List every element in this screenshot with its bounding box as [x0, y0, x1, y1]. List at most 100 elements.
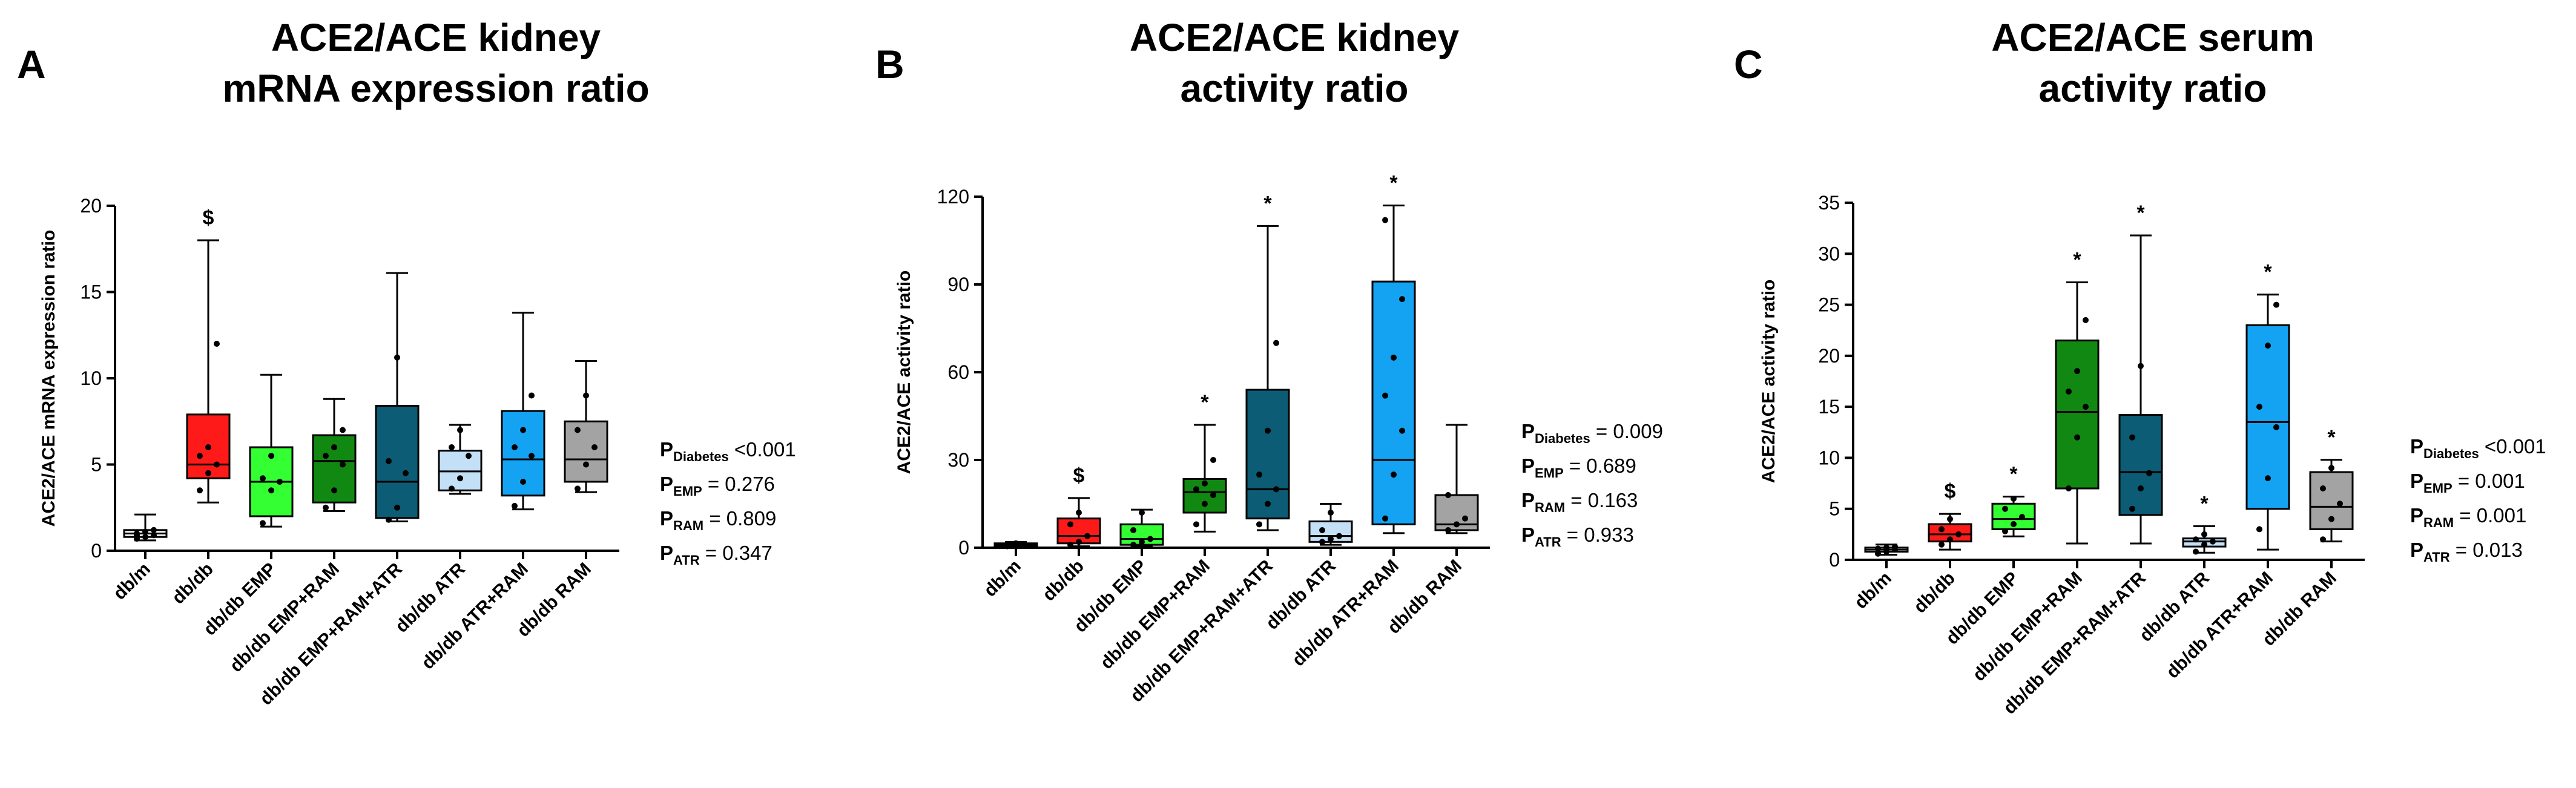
y-tick-label: 10	[1818, 447, 1840, 468]
data-point	[205, 470, 211, 476]
data-point	[1004, 541, 1010, 548]
p-symbol: P	[2410, 435, 2424, 458]
data-point	[2320, 536, 2326, 543]
data-point	[1202, 480, 1208, 487]
box	[2055, 340, 2100, 490]
p-symbol: P	[660, 507, 674, 530]
data-point	[2273, 301, 2279, 308]
chart-title-line-2: activity ratio	[2038, 67, 2267, 110]
y-tick-label: 0	[1829, 549, 1840, 571]
p-value-line: PDiabetes <0.001	[2410, 433, 2546, 467]
p-value-subscript: EMP	[1535, 465, 1564, 481]
data-point	[2138, 363, 2144, 369]
data-point	[2210, 538, 2216, 545]
data-point	[1947, 536, 1953, 543]
data-point	[151, 532, 157, 539]
panel-letter: B	[875, 42, 904, 87]
data-point	[1319, 527, 1325, 533]
y-tick-label: 0	[958, 537, 969, 559]
data-point	[1382, 217, 1388, 223]
data-point	[2002, 528, 2008, 534]
x-tick-label: db/db ATR+RAM	[1288, 556, 1403, 671]
data-point	[2273, 424, 2279, 430]
p-value-subscript: Diabetes	[1535, 431, 1590, 446]
p-value-subscript: RAM	[673, 518, 704, 533]
significance-mark: *	[1201, 391, 1209, 414]
y-tick-label: 15	[80, 281, 102, 303]
data-point	[457, 427, 463, 433]
p-symbol: P	[660, 473, 674, 495]
p-value-line: PATR = 0.347	[660, 539, 796, 574]
data-point	[1265, 427, 1271, 434]
y-tick-label: 90	[947, 274, 969, 295]
data-point	[529, 392, 535, 399]
x-tick-label: db/db	[1910, 568, 1959, 617]
p-value-text: = 0.163	[1565, 489, 1638, 511]
data-point	[512, 502, 518, 509]
data-point	[386, 458, 392, 464]
significance-mark: *	[2327, 426, 2336, 449]
data-point	[1256, 521, 1262, 528]
p-value-text: = 0.001	[2454, 504, 2527, 527]
data-point	[1391, 354, 1397, 361]
p-value-line: PRAM = 0.809	[660, 505, 796, 539]
data-point	[2011, 495, 2017, 502]
data-point	[1382, 392, 1388, 399]
data-point	[466, 453, 472, 459]
data-point	[2011, 521, 2017, 527]
y-axis-label: ACE2/ACE mRNA expression ratio	[39, 230, 59, 527]
data-point	[1130, 542, 1136, 548]
data-point	[520, 427, 526, 433]
data-point	[1382, 515, 1388, 522]
data-point	[1076, 539, 1082, 545]
p-symbol: P	[1521, 524, 1535, 546]
y-tick-label: 30	[1818, 243, 1840, 264]
data-point	[142, 528, 148, 535]
y-axis-label: ACE2/ACE activity ratio	[894, 271, 914, 474]
data-point	[205, 444, 211, 450]
data-point	[1939, 541, 1945, 548]
data-point	[1328, 536, 1334, 542]
p-symbol: P	[2410, 504, 2424, 527]
p-value-line: PEMP = 0.001	[2410, 467, 2546, 502]
data-point	[197, 487, 203, 494]
box	[564, 420, 608, 483]
chart-title-line-1: ACE2/ACE serum	[1991, 16, 2314, 59]
data-point	[2074, 368, 2080, 375]
data-point	[142, 534, 148, 540]
p-value-subscript: ATR	[2423, 550, 2450, 565]
y-tick-label: 0	[91, 540, 102, 562]
data-point	[323, 504, 329, 511]
significance-mark: *	[2073, 248, 2081, 271]
p-value-line: PEMP = 0.689	[1521, 452, 1663, 487]
p-value-text: = 0.001	[2452, 470, 2525, 492]
significance-mark: $	[203, 206, 214, 229]
data-point	[1193, 521, 1199, 528]
data-point	[1462, 515, 1468, 522]
p-value-line: PATR = 0.013	[2410, 536, 2546, 571]
data-point	[575, 485, 581, 492]
x-tick-label: db/m	[110, 559, 154, 604]
data-point	[1399, 427, 1405, 434]
data-point	[1399, 296, 1405, 303]
data-point	[2019, 514, 2025, 520]
p-value-text: = 0.809	[703, 507, 777, 530]
y-tick-label: 30	[947, 449, 969, 471]
data-point	[2066, 388, 2072, 395]
data-point	[1939, 526, 1945, 533]
stats-legend: PDiabetes <0.001 PEMP = 0.001 PRAM = 0.001…	[2410, 433, 2546, 571]
p-value-subscript: ATR	[1535, 534, 1561, 550]
data-point	[520, 479, 526, 485]
panel-letter: A	[17, 42, 46, 87]
data-point	[1021, 542, 1027, 548]
y-tick-label: 20	[1818, 345, 1840, 367]
box	[2245, 324, 2290, 510]
p-symbol: P	[1521, 420, 1535, 442]
data-point	[197, 453, 203, 459]
data-point	[386, 516, 392, 523]
x-tick-label: db/db EMP+RAM	[1096, 556, 1214, 674]
box-plot-b: 0 30 60 90 120 ACE2/ACE activity ratio db/m $ db…	[894, 172, 1490, 706]
y-tick-label: 60	[947, 361, 969, 383]
box-plot-c: 0 5 10 15 20 25 30 35 ACE2/ACE activity ratio db/…	[1759, 192, 2365, 718]
data-point	[2074, 434, 2080, 441]
